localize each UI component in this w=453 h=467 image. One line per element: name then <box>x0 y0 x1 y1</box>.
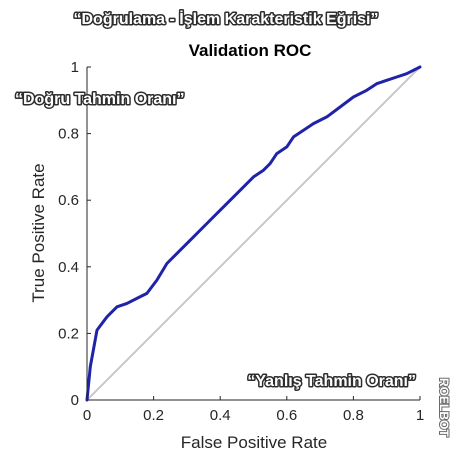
y-axis-label: True Positive Rate <box>29 163 48 302</box>
roc-curve-line <box>85 65 422 402</box>
x-tick-label: 1 <box>416 407 424 424</box>
watermark-text: ROELBOT <box>437 378 451 437</box>
y-tick-label: 0.6 <box>58 192 79 209</box>
tick-labels: 0 0.2 0.4 0.6 0.8 1 0 0.2 0.4 0.6 0.8 1 <box>58 59 424 424</box>
y-tick-label: 0.4 <box>58 259 79 276</box>
x-tick-label: 0.8 <box>343 407 364 424</box>
overlay-top-caption: “Doğrulama - İşlem Karakteristik Eğrisi” <box>74 10 379 28</box>
x-tick-label: 0.4 <box>210 407 231 424</box>
overlay-y-caption: “Doğru Tahmin Oranı” <box>15 91 184 108</box>
y-tick-label: 0.2 <box>58 325 79 342</box>
chance-line <box>86 66 421 401</box>
overlay-x-caption: “Yanlış Tahmin Oranı” <box>247 373 416 390</box>
chart-title: Validation ROC <box>189 41 312 60</box>
y-tick-label: 0 <box>71 392 79 409</box>
y-tick-label: 0.8 <box>58 126 79 143</box>
x-tick-label: 0.6 <box>276 407 297 424</box>
x-tick-label: 0 <box>83 407 91 424</box>
x-axis-label: False Positive Rate <box>181 433 327 452</box>
y-tick-label: 1 <box>71 59 79 76</box>
x-tick-label: 0.2 <box>143 407 164 424</box>
